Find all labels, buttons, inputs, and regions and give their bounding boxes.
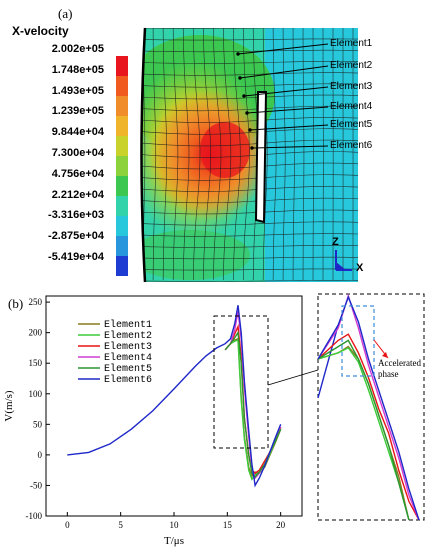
legend-label: Element2 — [104, 330, 152, 342]
legend-label: Element3 — [104, 341, 152, 353]
y-tick-label: 100 — [29, 389, 43, 399]
element-label: Element3 — [330, 81, 373, 92]
colorbar-tick-label: 9.844e+04 — [51, 126, 104, 139]
zoom-connector — [267, 369, 319, 386]
y-axis-label: V(m/s) — [3, 390, 15, 422]
colorbar-swatch — [116, 136, 128, 156]
accelerated-phase-box — [341, 305, 375, 377]
series-line-element1 — [224, 337, 282, 478]
velocity-field — [141, 28, 358, 282]
element-pointer — [239, 65, 329, 79]
y-tick-label: 250 — [29, 297, 43, 307]
x-tick-label: 15 — [223, 520, 233, 530]
legend-label: Element1 — [104, 319, 152, 331]
velocity-time-chart: -100 -50 0 50 100 150 200 250 0 5 10 15 20 T/μs V(m/s)… — [3, 293, 425, 547]
legend: Element1Element2Element3Element4Element5… — [78, 319, 152, 386]
x-tick-label: 10 — [170, 520, 180, 530]
colorbar-swatch — [116, 196, 128, 216]
legend-label: Element4 — [104, 352, 152, 364]
colorbar-tick-label: 1.748e+05 — [51, 63, 104, 76]
crack — [254, 91, 268, 224]
colorbar-swatch — [116, 56, 128, 76]
legend-label: Element5 — [104, 363, 152, 375]
colorbar-swatch — [116, 216, 128, 236]
panel-a-label: (a) — [58, 6, 73, 21]
contour-plot — [116, 27, 358, 283]
colorbar-tick-label: -3.316e+03 — [48, 209, 104, 222]
axis-triad — [335, 250, 352, 271]
x-tick-label: 0 — [65, 520, 70, 530]
colorbar-tick-label: -5.419e+04 — [48, 251, 104, 263]
accelerated-phase-label: Accelerated phase — [378, 358, 421, 379]
colorbar-tick-label: 7.300e+04 — [51, 147, 104, 159]
element-label: Element2 — [330, 60, 373, 71]
element-pointer — [249, 124, 329, 131]
zoom-box — [213, 315, 269, 449]
colorbar-tick-label: 1.239e+05 — [51, 105, 104, 118]
triad-x-label: X — [356, 262, 364, 274]
colorbar — [116, 56, 128, 276]
element-marker — [242, 94, 246, 98]
colorbar-swatch — [116, 116, 128, 136]
inset-series-line-element3 — [317, 333, 420, 521]
series-line-element6 — [67, 305, 282, 488]
colorbar-swatch — [116, 156, 128, 176]
element-pointer — [246, 106, 329, 114]
element-marker — [238, 76, 242, 80]
element-marker — [245, 111, 249, 115]
panel-b-label: (b) — [8, 296, 24, 311]
element-label: Element1 — [330, 38, 373, 49]
colorbar-tick-label: 2.212e+04 — [51, 188, 104, 201]
element-marker — [248, 128, 252, 132]
element-marker — [236, 52, 240, 56]
inset-lead-in-line — [317, 324, 339, 399]
colorbar-title: X-velocity — [12, 24, 69, 38]
colorbar-swatch — [116, 236, 128, 256]
element-pointer — [237, 43, 329, 55]
inset-frame — [317, 293, 425, 521]
series-line-element3 — [224, 323, 282, 475]
colorbar-tick-label: 1.493e+05 — [51, 84, 104, 97]
series-line-element2 — [224, 339, 282, 481]
series-line-element5 — [224, 330, 282, 478]
element-marker — [250, 146, 254, 150]
colorbar-swatch — [116, 96, 128, 116]
element-label: Element5 — [330, 119, 373, 130]
triad-z-label: Z — [332, 236, 339, 248]
y-tick-label: 150 — [29, 358, 43, 368]
element-pointer — [243, 86, 329, 97]
element-label: Element6 — [330, 140, 373, 151]
x-axis-label: T/μs — [164, 535, 184, 547]
element-label: Element4 — [330, 101, 373, 112]
colorbar-tick-label: 4.756e+04 — [51, 167, 104, 180]
colorbar-tick-label: -2.875e+04 — [48, 230, 104, 243]
colorbar-swatch — [116, 176, 128, 196]
colorbar-swatch — [116, 256, 128, 276]
inset-series-line-element5 — [317, 339, 410, 521]
left-boundary — [140, 27, 147, 283]
y-tick-label: 0 — [38, 450, 43, 460]
x-tick-label: 20 — [276, 520, 286, 530]
x-tick-label: 5 — [118, 520, 123, 530]
legend-label: Element6 — [104, 374, 152, 386]
annotation-arrowhead — [382, 352, 388, 358]
plot-frame — [45, 295, 303, 517]
element-pointer — [251, 145, 329, 149]
y-tick-label: -100 — [26, 511, 43, 521]
y-tick-label: -50 — [30, 480, 42, 490]
colorbar-tick-label: 2.002e+05 — [51, 43, 104, 55]
y-tick-label: 50 — [33, 419, 43, 429]
y-tick-label: 200 — [29, 328, 43, 338]
colorbar-swatch — [116, 76, 128, 96]
